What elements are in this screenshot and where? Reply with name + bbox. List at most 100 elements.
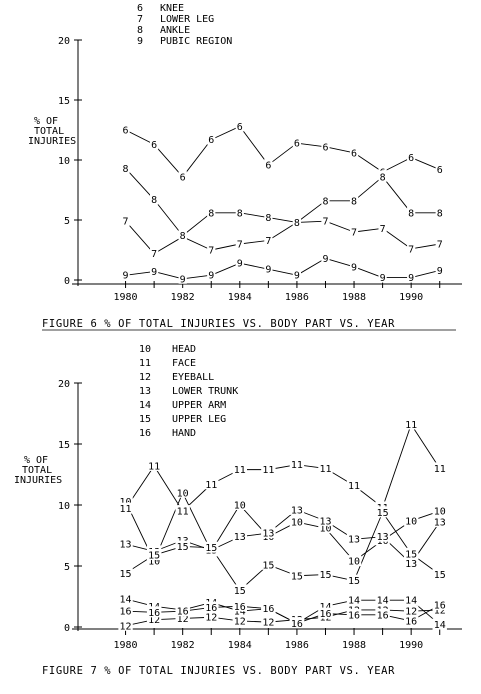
- data-point-16: 16: [377, 610, 389, 621]
- x-tick-label: 1980: [114, 640, 138, 651]
- marker-backdrop: [289, 569, 305, 581]
- marker-backdrop: [289, 516, 305, 528]
- data-point-15: 15: [291, 571, 303, 582]
- marker-backdrop: [321, 140, 330, 152]
- marker-backdrop: [403, 557, 419, 569]
- marker-backdrop: [292, 216, 302, 228]
- marker-backdrop: [232, 499, 247, 510]
- marker-backdrop: [121, 215, 130, 227]
- data-point-6: 6: [151, 140, 157, 151]
- data-point-6: 6: [294, 139, 300, 150]
- marker-backdrop: [232, 463, 247, 475]
- data-point-7: 7: [208, 246, 214, 257]
- marker-backdrop: [264, 158, 273, 170]
- data-point-8: 8: [294, 218, 300, 229]
- legend-label: PUBIC REGION: [160, 36, 232, 47]
- marker-backdrop: [146, 555, 162, 567]
- data-point-9: 9: [123, 271, 129, 282]
- marker-backdrop: [235, 120, 244, 132]
- marker-backdrop: [264, 263, 273, 275]
- y-tick-label: 0: [64, 276, 70, 287]
- data-point-11: 11: [434, 464, 446, 475]
- data-point-8: 8: [351, 196, 357, 207]
- marker-backdrop: [375, 608, 390, 620]
- marker-backdrop: [175, 612, 190, 624]
- marker-backdrop: [407, 206, 416, 218]
- marker-backdrop: [204, 478, 219, 490]
- marker-backdrop: [346, 574, 362, 586]
- data-point-13: 13: [348, 535, 360, 546]
- data-point-15: 15: [234, 586, 246, 597]
- marker-backdrop: [403, 614, 419, 626]
- data-point-12: 12: [148, 615, 160, 626]
- marker-backdrop: [232, 600, 247, 612]
- marker-backdrop: [378, 222, 387, 234]
- y-axis-title-line: TOTAL: [22, 465, 52, 476]
- y-axis-title-line: % OF: [24, 455, 48, 466]
- marker-backdrop: [121, 269, 130, 281]
- marker-backdrop: [375, 506, 390, 518]
- marker-backdrop: [318, 514, 333, 526]
- marker-backdrop: [235, 206, 244, 218]
- marker-backdrop: [289, 617, 305, 629]
- marker-backdrop: [375, 594, 390, 606]
- marker-backdrop: [321, 194, 330, 206]
- data-point-14: 14: [120, 594, 132, 605]
- figure-6-caption: FIGURE 6 % OF TOTAL INJURIES VS. BODY PA…: [42, 318, 395, 330]
- x-tick-label: 1982: [171, 292, 195, 303]
- data-point-16: 16: [434, 601, 446, 612]
- data-point-11: 11: [348, 481, 360, 492]
- marker-backdrop: [435, 206, 444, 218]
- marker-backdrop: [346, 594, 362, 606]
- figure-7-chart: 10 HEAD 11 FACE 12 EYEBALL 13 LOWER TRUN…: [14, 344, 462, 677]
- data-point-8: 8: [208, 208, 214, 219]
- figure-6-x-ticks: 1980 1982 1984 1986 1988 1990: [114, 281, 441, 303]
- data-point-7: 7: [380, 224, 386, 235]
- data-point-13: 13: [319, 516, 331, 527]
- data-point-6: 6: [408, 153, 414, 164]
- data-point-10: 10: [348, 557, 360, 568]
- data-point-16: 16: [177, 607, 189, 618]
- data-point-9: 9: [151, 267, 157, 278]
- marker-backdrop: [403, 605, 419, 617]
- figure-7-y-axis-title: % OF TOTAL INJURIES: [14, 455, 62, 486]
- marker-backdrop: [178, 229, 187, 241]
- data-point-6: 6: [322, 142, 328, 153]
- legend-label: UPPER ARM: [172, 400, 226, 411]
- legend-marker: 13: [139, 386, 151, 397]
- data-point-16: 16: [120, 607, 132, 618]
- marker-backdrop: [175, 540, 190, 552]
- marker-backdrop: [118, 538, 133, 550]
- series-line-12: [125, 609, 440, 627]
- figure-7-series-lines: [125, 424, 441, 627]
- data-point-9: 9: [208, 271, 214, 282]
- y-tick-label: 10: [58, 501, 70, 512]
- marker-backdrop: [292, 137, 302, 149]
- legend-marker: 16: [139, 428, 151, 439]
- marker-backdrop: [146, 549, 162, 561]
- data-point-13: 13: [377, 532, 389, 543]
- marker-backdrop: [432, 462, 447, 474]
- marker-backdrop: [204, 611, 219, 623]
- figure-7-caption: FIGURE 7 % OF TOTAL INJURIES VS. BODY PA…: [42, 665, 395, 677]
- marker-backdrop: [146, 459, 162, 471]
- series-line-13: [125, 509, 441, 565]
- data-point-12: 12: [405, 607, 417, 618]
- data-point-12: 12: [234, 616, 246, 627]
- data-point-14: 14: [234, 607, 246, 618]
- data-point-10: 10: [319, 524, 331, 535]
- data-point-11: 11: [148, 461, 160, 472]
- data-point-13: 13: [434, 518, 446, 529]
- y-axis-title-line: INJURIES: [14, 475, 62, 486]
- marker-backdrop: [264, 234, 273, 246]
- x-tick-label: 1980: [114, 292, 138, 303]
- marker-backdrop: [146, 606, 162, 618]
- data-point-11: 11: [120, 504, 132, 515]
- marker-backdrop: [178, 272, 187, 284]
- marker-backdrop: [407, 242, 416, 254]
- x-tick-label: 1986: [285, 640, 309, 651]
- y-tick-label: 20: [58, 36, 70, 47]
- series-line-9: [125, 257, 440, 280]
- data-point-10: 10: [405, 516, 417, 527]
